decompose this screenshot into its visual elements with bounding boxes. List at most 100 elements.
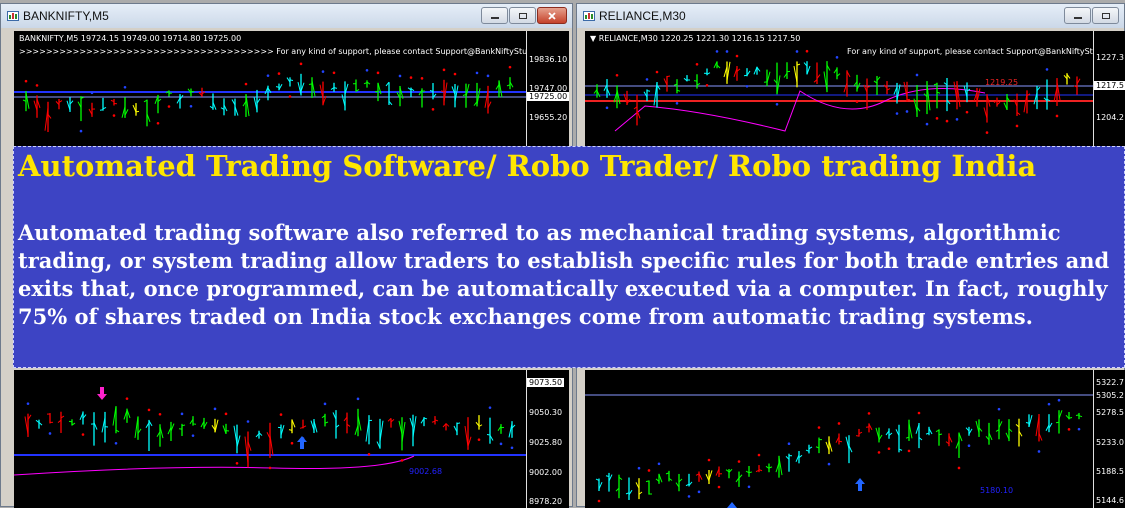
stop-dot [190, 105, 193, 108]
stop-dot [500, 443, 503, 446]
chart-window-icon [7, 10, 19, 22]
open-tick [309, 84, 312, 85]
stop-dot [1068, 428, 1071, 431]
stop-dot [113, 114, 116, 117]
stop-dot [511, 446, 514, 449]
stop-dot [896, 112, 899, 115]
price-axis[interactable]: 5322.7 5305.2 5278.5 5233.0 5188.5 5144.… [1093, 370, 1125, 508]
stop-dot [696, 63, 699, 66]
title-bar[interactable]: BANKNIFTY,M5 [1, 4, 572, 28]
level-tag: 9002.68 [409, 467, 442, 476]
stop-dot [1016, 125, 1019, 128]
stop-dot [828, 463, 831, 466]
price-axis[interactable]: 9073.50 9050.30 9025.80 9002.00 8978.20 [526, 370, 569, 508]
price-label: 9050.30 [529, 408, 562, 417]
price-label: 5144.6 [1096, 496, 1124, 505]
price-axis[interactable]: 1227.3 1217.5 1204.2 [1093, 31, 1125, 148]
stop-dot [225, 413, 228, 416]
title-bar[interactable]: RELIANCE,M30 [577, 4, 1124, 28]
stop-dot [1048, 403, 1051, 406]
stop-dot [487, 75, 490, 78]
close-tick [182, 425, 185, 426]
blue-up-arrow-icon [297, 436, 307, 449]
current-price-label: 1217.5 [1094, 81, 1125, 90]
minimize-button[interactable] [1064, 7, 1091, 24]
candles-area [14, 370, 526, 508]
stop-dot [509, 66, 512, 69]
promo-text-overlay: Automated Trading Software/ Robo Trader/… [13, 146, 1125, 368]
moving-average-line [14, 456, 414, 475]
stop-dot [80, 130, 83, 133]
stop-dot [27, 402, 30, 405]
stop-dot [489, 406, 492, 409]
stop-dot [818, 426, 821, 429]
stop-dot [443, 69, 446, 72]
stop-dot [1056, 115, 1059, 118]
open-tick [375, 91, 378, 92]
stop-dot [291, 442, 294, 445]
stop-dot [410, 76, 413, 79]
stop-dot [838, 422, 841, 425]
banknifty-lower-chart[interactable]: 9002.68 9073.50 9050.30 9025.80 9002.00 … [14, 370, 569, 508]
stop-dot [236, 462, 239, 465]
stop-dot [656, 71, 659, 74]
stop-dot [300, 63, 303, 66]
stop-dot [366, 69, 369, 72]
stop-dot [716, 50, 719, 53]
window-title: RELIANCE,M30 [599, 9, 686, 23]
stop-dot [708, 459, 711, 462]
restore-button[interactable] [1092, 7, 1119, 24]
banknifty-upper-chart[interactable]: BANKNIFTY,M5 19724.15 19749.00 19714.80 … [14, 31, 569, 148]
close-tick [647, 91, 650, 92]
stop-dot [157, 122, 160, 125]
current-price-label: 19725.00 [527, 92, 569, 101]
stop-dot [421, 77, 424, 80]
stop-dot [1058, 399, 1061, 402]
stop-dot [946, 120, 949, 123]
stop-dot [676, 102, 679, 105]
chart-header: ▼ RELIANCE,M30 1220.25 1221.30 1216.15 1… [590, 34, 800, 43]
stop-dot [736, 55, 739, 58]
stop-dot [956, 118, 959, 121]
minimize-button[interactable] [481, 7, 508, 24]
stop-dot [377, 72, 380, 75]
stop-dot [269, 467, 272, 470]
stop-dot [399, 75, 402, 78]
stop-dot [476, 72, 479, 75]
stop-dot [998, 408, 1001, 411]
stop-dot [796, 50, 799, 53]
stop-dot [936, 117, 939, 120]
open-tick [694, 81, 697, 82]
stop-dot [958, 467, 961, 470]
close-tick [290, 80, 293, 81]
stop-dot [908, 450, 911, 453]
price-label: 9002.00 [529, 468, 562, 477]
stop-dot [758, 454, 761, 457]
blue-up-arrow-icon [727, 502, 737, 508]
stop-dot [916, 74, 919, 77]
stop-dot [91, 91, 94, 94]
stop-dot [432, 108, 435, 111]
stop-dot [168, 105, 171, 108]
minimize-icon [1073, 12, 1083, 20]
stop-dot [788, 442, 791, 445]
support-text: >>>>>>>>>>>>>>>>>>>>>>>>>>>>>>>>>>>>>> F… [19, 47, 551, 56]
price-axis[interactable]: 19836.10 19747.00 19725.00 19655.20 [526, 31, 569, 148]
stop-dot [806, 50, 809, 53]
stop-dot [688, 495, 691, 498]
restore-button[interactable] [509, 7, 536, 24]
price-label: 19836.10 [529, 55, 567, 64]
blue-up-arrow-icon [855, 478, 865, 491]
stop-dot [918, 412, 921, 415]
magenta-down-arrow-icon [97, 387, 107, 400]
stop-dot [124, 86, 127, 89]
price-label: 5305.2 [1096, 391, 1124, 400]
open-tick [100, 110, 103, 111]
stop-dot [606, 106, 609, 109]
close-button[interactable] [537, 7, 567, 24]
price-label: 1204.2 [1096, 113, 1124, 122]
close-icon [547, 12, 557, 20]
reliance-lower-chart[interactable]: 5180.10 5322.7 5305.2 5278.5 5233.0 5188… [585, 370, 1125, 508]
reliance-upper-chart[interactable]: ▼ RELIANCE,M30 1220.25 1221.30 1216.15 1… [585, 31, 1125, 148]
stop-dot [856, 100, 859, 103]
